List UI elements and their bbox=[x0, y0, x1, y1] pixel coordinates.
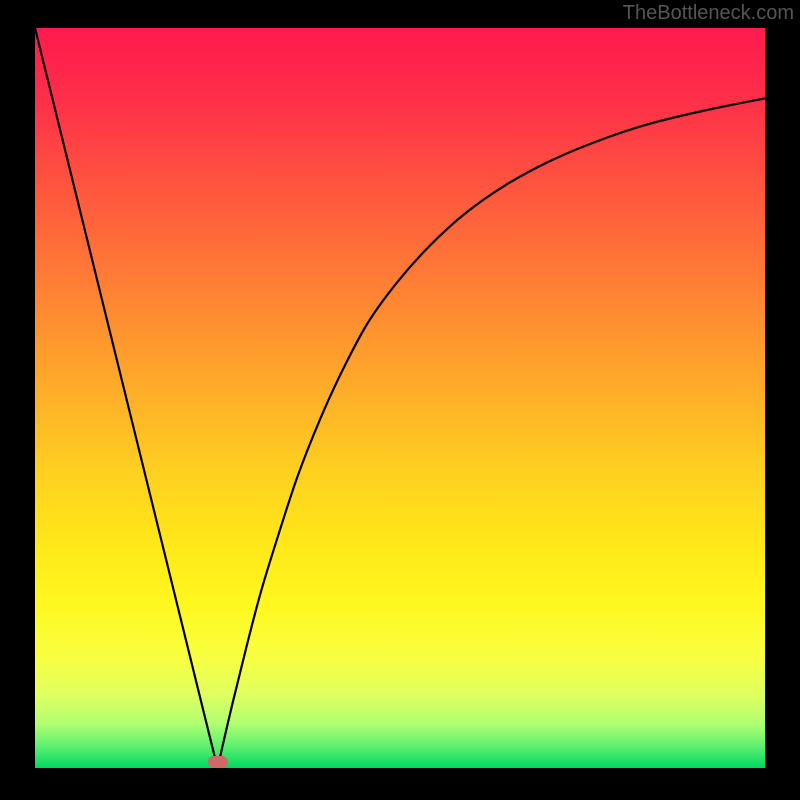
curve-path bbox=[35, 28, 765, 768]
plot-area bbox=[35, 28, 765, 768]
chart-container: TheBottleneck.com bbox=[0, 0, 800, 800]
curve-layer bbox=[35, 28, 765, 768]
min-marker bbox=[208, 756, 228, 768]
watermark-text: TheBottleneck.com bbox=[623, 2, 794, 25]
